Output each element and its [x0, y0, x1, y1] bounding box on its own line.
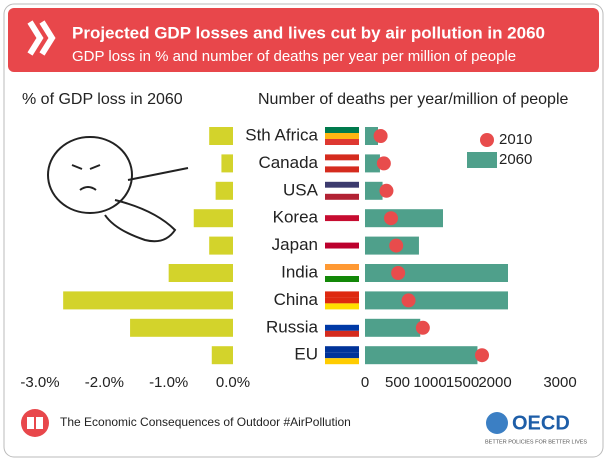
legend-swatch: [467, 152, 497, 168]
bar: [130, 318, 233, 337]
category-label: USA: [283, 180, 319, 199]
chevron-icon: [27, 20, 56, 56]
flag: [325, 215, 359, 222]
flag: [325, 330, 359, 337]
oecd-tagline: BETTER POLICIES FOR BETTER LIVES: [485, 439, 587, 445]
bar: [365, 127, 378, 145]
legend-label: 2010: [499, 131, 532, 148]
legend-dot: [480, 133, 494, 147]
flag: [325, 242, 359, 249]
category-label: Korea: [273, 208, 319, 227]
flag: [325, 181, 359, 188]
x-tick-label: 1000: [413, 374, 446, 391]
dot: [384, 211, 398, 226]
category-label: Sth Africa: [245, 125, 318, 144]
bar: [209, 127, 233, 145]
flag: [325, 264, 359, 270]
flag: [325, 248, 359, 255]
dot: [475, 348, 489, 363]
flag: [325, 154, 359, 161]
flag: [325, 358, 359, 365]
bar: [365, 181, 383, 200]
flag: [325, 187, 359, 194]
flag: [325, 193, 359, 200]
dot: [391, 266, 406, 280]
flag: [325, 221, 359, 228]
category-label: China: [274, 290, 319, 309]
dot: [389, 238, 404, 253]
flag: [325, 209, 359, 216]
legend-label: 2060: [499, 151, 532, 168]
flag: [325, 303, 359, 310]
flag: [325, 352, 359, 359]
left-chart-title: % of GDP loss in 2060: [22, 91, 183, 108]
category-label: Russia: [266, 317, 319, 336]
footer-text: The Economic Consequences of Outdoor #Ai…: [60, 415, 351, 429]
bar: [365, 291, 508, 310]
bar: [365, 209, 443, 228]
category-label: Canada: [258, 153, 318, 172]
flag: [325, 324, 359, 331]
bar: [365, 318, 421, 337]
bar: [211, 346, 233, 365]
category-label: EU: [294, 345, 318, 364]
category-label: Japan: [272, 235, 318, 254]
header-banner: [8, 8, 599, 72]
x-tick-label: 3000: [543, 374, 576, 391]
subtitle: GDP loss in % and number of deaths per y…: [72, 48, 516, 65]
dot: [376, 156, 391, 171]
flag: [325, 160, 359, 167]
bar: [221, 154, 233, 173]
oecd-logo: OECD: [512, 412, 570, 434]
bar: [193, 209, 233, 228]
flag: [325, 133, 359, 139]
dot: [415, 320, 430, 335]
flag: [325, 236, 359, 243]
dot: [401, 293, 416, 308]
x-tick-label: 1500: [446, 374, 479, 391]
x-tick-label: -2.0%: [85, 374, 124, 391]
frame: [3, 3, 604, 458]
book-icon-pages: [27, 417, 43, 429]
bar: [365, 154, 380, 173]
cartoon: [47, 136, 189, 243]
x-tick-label: 0: [361, 374, 369, 391]
flag: [325, 166, 359, 173]
title: Projected GDP losses and lives cut by ai…: [72, 23, 545, 42]
flag: [325, 139, 359, 145]
category-label: India: [281, 262, 318, 281]
book-icon: [21, 409, 49, 437]
oecd-globe: [486, 412, 508, 434]
x-tick-label: -1.0%: [149, 374, 188, 391]
bar: [365, 264, 508, 282]
flag: [325, 276, 359, 282]
flag: [325, 318, 359, 325]
bar: [215, 181, 233, 200]
flag: [325, 346, 359, 353]
flag: [325, 127, 359, 133]
right-chart-title: Number of deaths per year/million of peo…: [258, 91, 568, 108]
x-tick-label: 500: [385, 374, 410, 391]
bar: [168, 264, 233, 282]
dot: [373, 129, 388, 143]
bar: [365, 346, 478, 365]
flag: [325, 297, 359, 304]
dot: [379, 183, 394, 198]
x-tick-label: 2000: [478, 374, 511, 391]
x-tick-label: 0.0%: [216, 374, 250, 391]
x-tick-label: -3.0%: [20, 374, 59, 391]
bar: [209, 236, 233, 255]
flag: [325, 270, 359, 276]
flag: [325, 291, 359, 298]
bar: [63, 291, 233, 310]
